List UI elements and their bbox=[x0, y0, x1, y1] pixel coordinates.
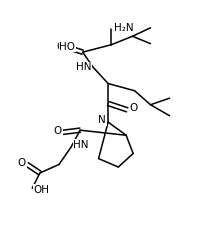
Text: HN: HN bbox=[73, 140, 89, 150]
Text: HO: HO bbox=[59, 42, 75, 52]
Text: HN: HN bbox=[76, 62, 91, 72]
Text: O: O bbox=[18, 158, 26, 168]
Text: N: N bbox=[98, 115, 106, 125]
Text: H₂N: H₂N bbox=[114, 24, 134, 33]
Text: O: O bbox=[54, 126, 62, 136]
Text: OH: OH bbox=[33, 185, 49, 195]
Text: O: O bbox=[56, 42, 65, 52]
Text: O: O bbox=[129, 103, 138, 113]
